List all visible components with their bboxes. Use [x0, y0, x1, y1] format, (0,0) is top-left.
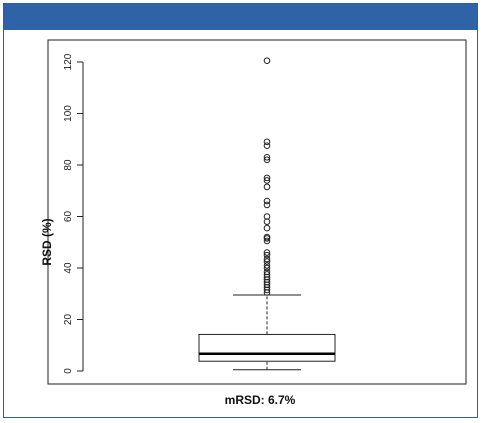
x-axis-title: mRSD: 6.7% [225, 393, 296, 407]
outlier-point [263, 183, 271, 191]
y-tick-label-60: 60 [63, 211, 74, 223]
y-tick-label-40: 40 [63, 262, 74, 274]
outlier-point [263, 213, 271, 220]
outlier-point [263, 271, 271, 278]
outlier-point [263, 258, 271, 265]
outlier-point [263, 251, 271, 259]
plot-area-border [47, 39, 467, 385]
outlier-point [263, 224, 271, 232]
interquartile-box [198, 333, 336, 362]
y-tick-label-80: 80 [63, 159, 74, 171]
outlier-point [263, 153, 271, 161]
y-tick-label-120: 120 [63, 53, 74, 70]
outlier-point [263, 264, 271, 272]
y-axis-title: RSD (%) [40, 218, 54, 265]
outlier-point [263, 174, 271, 182]
outlier-point [263, 138, 271, 146]
outlier-point [263, 156, 271, 164]
outlier-point [263, 268, 271, 276]
header-bar [4, 4, 477, 30]
y-tick-label-20: 20 [63, 314, 74, 326]
y-tick-label-0: 0 [63, 368, 74, 374]
outlier-point [263, 237, 271, 245]
box-group [198, 294, 336, 371]
outlier-point [263, 233, 271, 241]
y-axis: 0 20 40 60 80 100 120 [63, 53, 84, 374]
outlier-point [263, 255, 271, 263]
outlier-point [263, 262, 271, 269]
outlier-point [263, 197, 271, 205]
y-tick-label-100: 100 [63, 105, 74, 122]
outlier-point [263, 201, 271, 209]
outlier-point [263, 57, 271, 65]
outlier-point [263, 142, 271, 149]
outlier-points [263, 57, 271, 296]
outlier-point [263, 249, 271, 256]
outlier-point [263, 177, 271, 184]
